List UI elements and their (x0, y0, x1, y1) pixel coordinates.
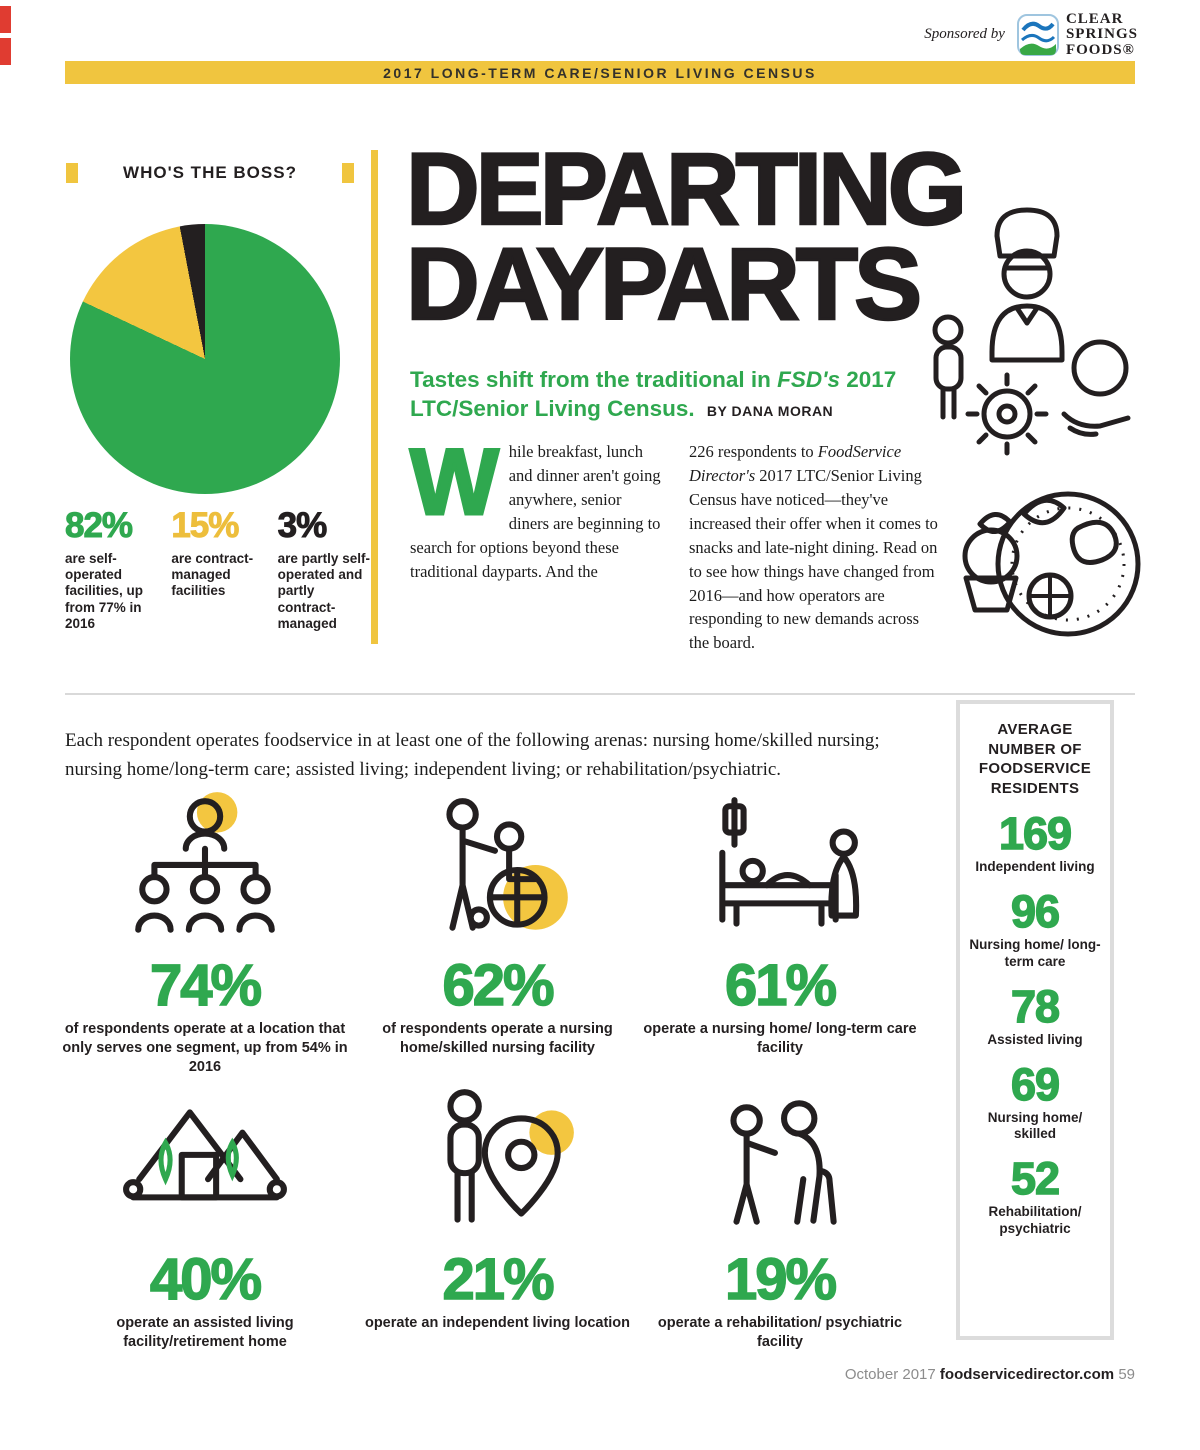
stat-caption: operate an independent living location (364, 1314, 631, 1331)
sidebar-value: 52 (1010, 1153, 1061, 1205)
wheelchair-icon (445, 798, 568, 931)
chef-money-illustration: $ (932, 207, 1131, 456)
logo-line: CLEAR (1065, 11, 1124, 27)
org-chart-icon (135, 792, 275, 933)
sidebar-value: 96 (1010, 885, 1061, 937)
headline-line2: DAYPARTS (405, 226, 924, 341)
boss-stat: 82% are self-operated facilities, up fro… (64, 506, 157, 632)
sidebar-label: Nursing home/ long-term care (969, 936, 1101, 969)
sidebar-label: Assisted living (987, 1031, 1083, 1047)
stat-value: 15% (171, 506, 240, 546)
stat-caption: operate a nursing home/ long-term care f… (643, 1020, 917, 1056)
subhead-text: 2017 LTC/Senior Living Census. (410, 367, 897, 421)
sidebar-value: 69 (1010, 1058, 1061, 1110)
stat-percentage: 62% (442, 953, 556, 1018)
headline: DEPARTING DAYPARTS (405, 132, 969, 341)
subhead: Tastes shift from the traditional in FSD… (410, 366, 970, 424)
sidebar-title: AVERAGE NUMBER OF FOODSERVICE RESIDENTS (978, 721, 1092, 797)
stat-cell: 19% operate a rehabilitation/ psychiatri… (635, 1078, 925, 1352)
clear-springs-logo-icon (1016, 13, 1059, 56)
clear-springs-logo-text: CLEAR SPRINGS FOODS® (1065, 11, 1138, 58)
page-edge-mark (0, 38, 11, 65)
logo-line: FOODS® (1065, 41, 1135, 58)
sidebar-label: Nursing home/ skilled (987, 1109, 1083, 1142)
article-italic: FoodService Director's (689, 442, 902, 485)
boss-stat: 3% are partly self-operated and partly c… (277, 506, 370, 632)
stat-percentage: 19% (724, 1247, 838, 1312)
boss-stats-legend: 82% are self-operated facilities, up fro… (64, 506, 370, 632)
stat-cell: 62% of respondents operate a nursing hom… (350, 784, 645, 1058)
stat-caption: operate a rehabilitation/ psychiatric fa… (657, 1314, 903, 1350)
stat-cell: 21% operate an independent living locati… (350, 1078, 645, 1333)
subhead-italic: FSD's (777, 367, 840, 392)
stat-cell: 74% of respondents operate at a location… (60, 784, 350, 1076)
sidebar-item: 69 Nursing home/ skilled (967, 1058, 1103, 1144)
census-banner: 2017 LONG-TERM CARE/SENIOR LIVING CENSUS (65, 61, 1135, 84)
sponsor-block: Sponsored by CLEAR SPRINGS FOODS® (924, 11, 1138, 58)
section-divider (65, 693, 1135, 695)
headline-line1: DEPARTING (405, 132, 969, 246)
sidebar-label: Independent living (975, 859, 1095, 874)
clear-springs-logo: CLEAR SPRINGS FOODS® (1016, 11, 1138, 58)
footer-page-number: 59 (1118, 1366, 1135, 1383)
stat-value: 3% (277, 506, 328, 546)
residents-sidebar: AVERAGE NUMBER OF FOODSERVICE RESIDENTS … (956, 700, 1114, 1340)
stat-caption: are contract-managed facilities (171, 551, 254, 599)
elderly-care-icon (730, 1100, 837, 1225)
article-column-2: 226 respondents to FoodService Director'… (689, 440, 942, 655)
stat-cell: 61% operate a nursing home/ long-term ca… (635, 784, 925, 1058)
stat-percentage: 61% (724, 953, 838, 1018)
sidebar-value: 169 (998, 808, 1073, 859)
logo-line: SPRINGS (1065, 26, 1138, 43)
stat-caption: of respondents operate at a location tha… (62, 1020, 348, 1075)
dollar-sign-glyph: $ (1092, 353, 1109, 386)
arenas-intro: Each respondent operates foodservice in … (65, 730, 880, 780)
byline: BY DANA MORAN (706, 402, 834, 419)
pie-chart (70, 224, 340, 494)
sidebar-value: 78 (1010, 980, 1061, 1032)
sponsored-by-label: Sponsored by (924, 26, 1005, 43)
article-dropcap: W (409, 429, 501, 534)
stat-caption: operate an assisted living facility/reti… (116, 1314, 294, 1350)
sidebar-item: 78 Assisted living (967, 980, 1103, 1049)
footer-date: October 2017 (844, 1366, 936, 1383)
stat-percentage: 21% (442, 1247, 556, 1312)
hospital-bed-icon (719, 797, 860, 927)
sidebar-item: 52 Rehabilitation/ psychiatric (967, 1156, 1103, 1238)
stat-cell: 40% operate an assisted living facility/… (60, 1078, 350, 1352)
vertical-divider (371, 150, 378, 644)
stat-percentage: 40% (149, 1247, 263, 1312)
page-edge-mark (0, 6, 11, 33)
footer-site: foodservicedirector.com (939, 1366, 1115, 1383)
food-plates-illustration (962, 491, 1141, 637)
article-text: 2017 LTC/Senior Living Census have notic… (689, 465, 938, 653)
article-text: hile breakfast, lunch and dinner aren't … (410, 442, 661, 581)
boss-section-title: WHO'S THE BOSS? (78, 155, 342, 190)
sidebar-label: Rehabilitation/ psychiatric (988, 1204, 1082, 1237)
stat-percentage: 74% (149, 953, 263, 1018)
subhead-text: Tastes shift from the traditional in (410, 367, 778, 392)
stat-caption: of respondents operate a nursing home/sk… (382, 1020, 613, 1056)
page-footer: October 2017 foodservicedirector.com 59 (845, 1366, 1135, 1383)
stat-value: 82% (64, 506, 133, 546)
article-text: 226 respondents to (689, 442, 818, 461)
boss-stat: 15% are contract-managed facilities (171, 506, 263, 632)
location-pin-icon (446, 1089, 574, 1223)
stat-caption: are self-operated facilities, up from 77… (65, 551, 144, 631)
sidebar-item: 96 Nursing home/ long-term care (967, 885, 1103, 971)
sidebar-item: 169 Independent living (967, 808, 1103, 876)
stat-caption: are partly self-operated and partly cont… (277, 551, 370, 631)
houses-icon (123, 1109, 287, 1201)
